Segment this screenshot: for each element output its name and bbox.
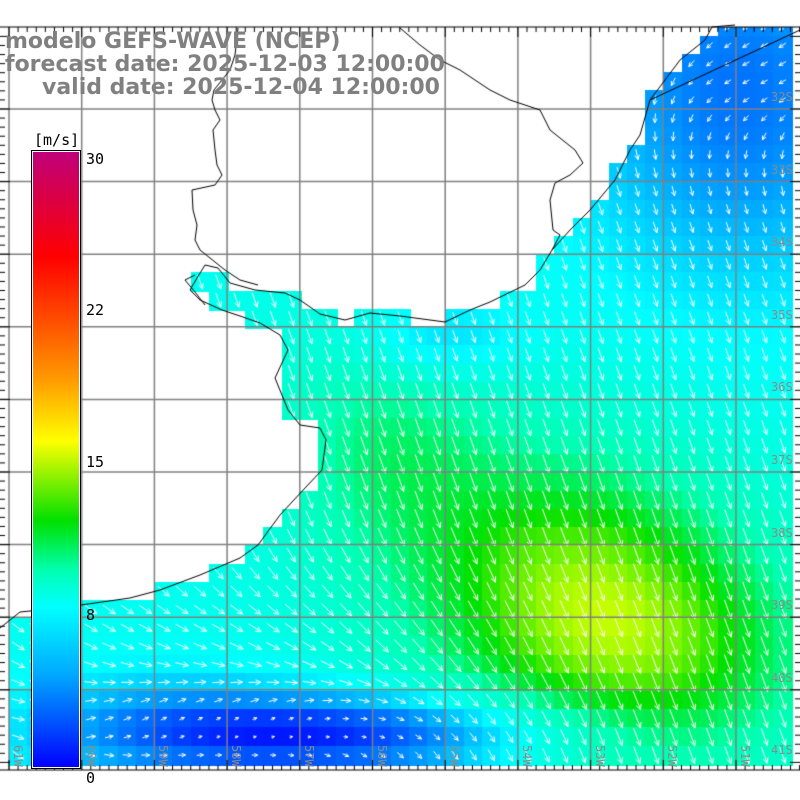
longitude-label: 58W bbox=[229, 745, 244, 767]
latitude-label: 36S bbox=[771, 380, 793, 395]
longitude-label: 61W bbox=[11, 745, 25, 767]
colorbar-tick: 22 bbox=[86, 301, 105, 319]
colorbar-tick: 0 bbox=[86, 769, 96, 787]
longitude-label: 56W bbox=[374, 745, 389, 767]
latitude-label: 40S bbox=[771, 670, 793, 685]
longitude-label: 52W bbox=[665, 745, 680, 767]
colorbar-tick: 8 bbox=[86, 606, 96, 624]
latitude-label: 41S bbox=[771, 743, 793, 758]
colorbar-tick: 30 bbox=[86, 150, 105, 168]
longitude-label: 53W bbox=[592, 745, 607, 767]
longitude-label: 55W bbox=[447, 745, 462, 767]
model-title: modelo GEFS-WAVE (NCEP) bbox=[5, 29, 341, 54]
latitude-label: 34S bbox=[771, 235, 793, 250]
latitude-label: 39S bbox=[771, 598, 793, 613]
colorbar-tick: 15 bbox=[86, 453, 105, 471]
longitude-label: 59W bbox=[156, 745, 171, 767]
longitude-label: 57W bbox=[301, 745, 316, 767]
forecast-date: forecast date: 2025-12-03 12:00:00 bbox=[5, 52, 445, 77]
latitude-label: 35S bbox=[771, 307, 793, 322]
longitude-label: 54W bbox=[519, 745, 534, 767]
latitude-label: 37S bbox=[771, 453, 793, 467]
latitude-label: 32S bbox=[771, 90, 793, 104]
longitude-label: 51W bbox=[738, 745, 752, 767]
longitude-label: 60W bbox=[83, 745, 98, 767]
valid-date: valid date: 2025-12-04 12:00:00 bbox=[42, 75, 440, 100]
colorbar-unit: [m/s] bbox=[34, 131, 80, 149]
latitude-label: 33S bbox=[771, 162, 793, 177]
latitude-label: 38S bbox=[771, 525, 793, 540]
colorbar bbox=[31, 150, 81, 769]
